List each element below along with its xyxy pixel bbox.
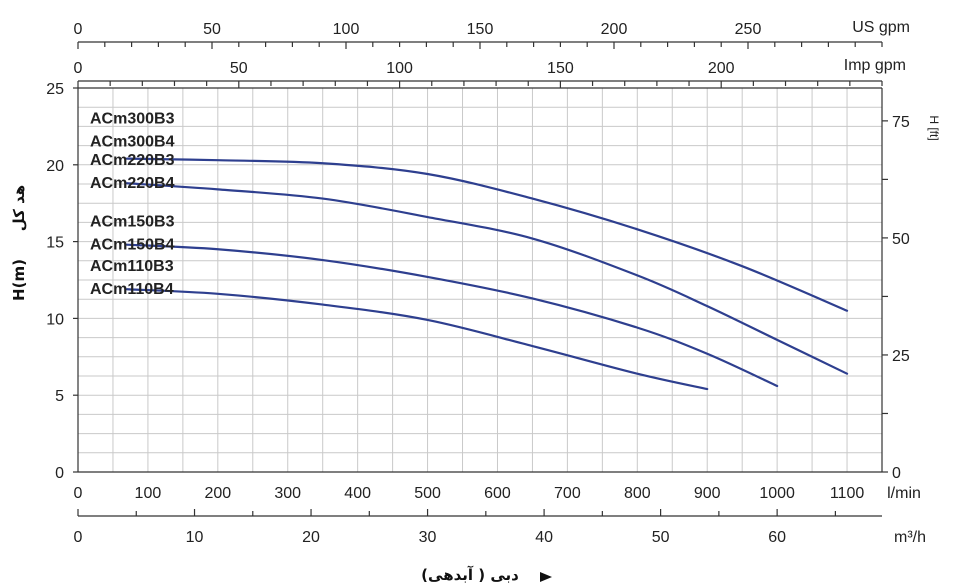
us-gpm-axis-tick-label: 50	[203, 21, 221, 38]
series-label-3a: ACm150B3	[90, 214, 175, 231]
pump-curve-3	[125, 243, 779, 388]
imp-gpm-axis-tick-label: 50	[230, 60, 248, 77]
x-tick-label: 700	[554, 485, 581, 502]
series-label-2b: ACm220B4	[90, 175, 175, 192]
y-axis-title-fa: هد کل	[10, 185, 28, 231]
imp-gpm-axis-unit: Imp gpm	[844, 57, 906, 74]
x-tick-label: 500	[414, 485, 441, 502]
m3h-axis-tick-label: 50	[652, 529, 670, 546]
y-tick-label: 25	[46, 81, 64, 98]
m3h-axis-tick-label: 60	[768, 529, 786, 546]
series-label-1b: ACm300B4	[90, 134, 175, 151]
right-tick-label: 25	[892, 348, 910, 365]
series-label-2a: ACm220B3	[90, 152, 175, 169]
x-axis-unit: l/min	[887, 485, 921, 502]
plot-grid	[77, 87, 883, 473]
series-label-4b: ACm110B4	[90, 281, 174, 298]
m3h-axis-tick-label: 20	[302, 529, 320, 546]
m3h-axis-tick-label: 0	[74, 529, 83, 546]
us-gpm-axis-tick-label: 0	[74, 21, 83, 38]
m3h-axis-tick-label: 30	[419, 529, 437, 546]
us-gpm-axis-tick-label: 150	[467, 21, 494, 38]
x-tick-label: 1100	[830, 485, 865, 502]
series-label-3b: ACm150B4	[90, 237, 175, 254]
series-label-1a: ACm300B3	[90, 111, 175, 128]
x-axis-title-fa: دبی ( آبدهی)	[421, 566, 519, 584]
pump-curve-4	[125, 288, 709, 391]
x-tick-label: 800	[624, 485, 651, 502]
us-gpm-axis-tick-label: 200	[601, 21, 628, 38]
x-tick-label: 100	[135, 485, 162, 502]
us-gpm-axis-tick-label: 100	[333, 21, 360, 38]
y-tick-label: 10	[46, 311, 64, 328]
m3h-axis-unit: m³/h	[894, 529, 926, 546]
imp-gpm-axis-tick-label: 150	[547, 60, 574, 77]
pump-curve-2	[125, 182, 849, 375]
y-axis-title: H(m)	[10, 259, 28, 301]
x-tick-label: 400	[344, 485, 371, 502]
x-tick-label: 200	[204, 485, 231, 502]
y-tick-label: 20	[46, 158, 64, 175]
x-tick-label: 900	[694, 485, 721, 502]
y-tick-label: 15	[46, 235, 64, 252]
x-tick-label: 300	[274, 485, 301, 502]
arrow-icon	[540, 572, 552, 582]
series-label-4a: ACm110B3	[90, 258, 174, 275]
right-tick-label: 50	[892, 231, 910, 248]
x-tick-label: 0	[74, 485, 83, 502]
x-tick-label: 600	[484, 485, 511, 502]
us-gpm-axis-unit: US gpm	[852, 19, 910, 36]
us-gpm-axis-tick-label: 250	[735, 21, 762, 38]
imp-gpm-axis-tick-label: 0	[74, 60, 83, 77]
m3h-axis-tick-label: 40	[535, 529, 553, 546]
m3h-axis-tick-label: 10	[186, 529, 204, 546]
imp-gpm-axis-tick-label: 100	[386, 60, 413, 77]
right-axis-title: H [ft]	[927, 115, 941, 140]
y-tick-label: 0	[55, 465, 64, 482]
pump-curves	[125, 157, 849, 391]
y-tick-label: 5	[55, 388, 64, 405]
right-tick-label: 0	[892, 465, 901, 482]
right-tick-label: 75	[892, 114, 910, 131]
pump-curve-1	[125, 157, 849, 312]
x-tick-label: 1000	[759, 485, 795, 502]
imp-gpm-axis-tick-label: 200	[708, 60, 735, 77]
